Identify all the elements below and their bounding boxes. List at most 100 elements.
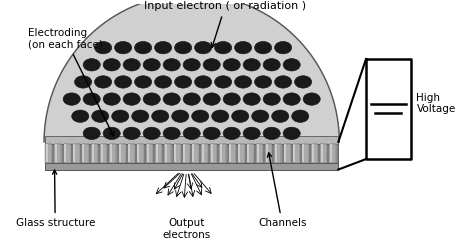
- FancyBboxPatch shape: [73, 145, 75, 162]
- FancyBboxPatch shape: [146, 144, 153, 163]
- FancyBboxPatch shape: [183, 144, 190, 163]
- Ellipse shape: [194, 76, 212, 88]
- Ellipse shape: [135, 42, 152, 54]
- FancyBboxPatch shape: [183, 144, 185, 162]
- Ellipse shape: [274, 76, 292, 88]
- Ellipse shape: [194, 42, 212, 54]
- Ellipse shape: [203, 59, 220, 71]
- FancyBboxPatch shape: [211, 145, 213, 162]
- FancyBboxPatch shape: [128, 145, 130, 162]
- Ellipse shape: [235, 76, 252, 88]
- FancyBboxPatch shape: [110, 145, 112, 162]
- Ellipse shape: [243, 127, 260, 139]
- FancyBboxPatch shape: [201, 144, 208, 163]
- Ellipse shape: [255, 42, 272, 54]
- Ellipse shape: [163, 59, 180, 71]
- FancyBboxPatch shape: [156, 145, 158, 162]
- FancyBboxPatch shape: [137, 144, 144, 163]
- FancyBboxPatch shape: [55, 144, 57, 162]
- Ellipse shape: [72, 110, 89, 122]
- FancyBboxPatch shape: [284, 145, 286, 162]
- FancyBboxPatch shape: [165, 144, 167, 162]
- Ellipse shape: [303, 93, 320, 105]
- FancyBboxPatch shape: [201, 144, 204, 162]
- FancyBboxPatch shape: [311, 144, 318, 163]
- Text: Glass structure: Glass structure: [16, 170, 95, 228]
- FancyBboxPatch shape: [210, 144, 217, 163]
- FancyBboxPatch shape: [192, 144, 199, 163]
- Ellipse shape: [123, 59, 140, 71]
- FancyBboxPatch shape: [137, 144, 139, 162]
- FancyBboxPatch shape: [100, 144, 108, 163]
- FancyBboxPatch shape: [46, 144, 48, 162]
- Ellipse shape: [274, 42, 292, 54]
- FancyBboxPatch shape: [146, 144, 149, 162]
- Ellipse shape: [172, 110, 189, 122]
- Ellipse shape: [123, 93, 140, 105]
- Ellipse shape: [135, 76, 152, 88]
- Ellipse shape: [272, 110, 289, 122]
- Ellipse shape: [174, 42, 191, 54]
- FancyBboxPatch shape: [275, 145, 277, 162]
- Ellipse shape: [252, 110, 269, 122]
- FancyBboxPatch shape: [330, 145, 332, 162]
- Ellipse shape: [212, 110, 229, 122]
- Ellipse shape: [263, 127, 280, 139]
- Ellipse shape: [115, 76, 132, 88]
- FancyBboxPatch shape: [73, 144, 80, 163]
- FancyBboxPatch shape: [156, 144, 158, 162]
- FancyBboxPatch shape: [202, 145, 204, 162]
- FancyBboxPatch shape: [82, 144, 89, 163]
- FancyBboxPatch shape: [91, 144, 98, 163]
- FancyBboxPatch shape: [283, 144, 291, 163]
- FancyBboxPatch shape: [82, 144, 84, 162]
- FancyBboxPatch shape: [247, 144, 249, 162]
- Ellipse shape: [235, 42, 252, 54]
- FancyBboxPatch shape: [64, 144, 71, 163]
- Ellipse shape: [292, 110, 309, 122]
- FancyBboxPatch shape: [91, 144, 94, 162]
- FancyBboxPatch shape: [219, 144, 227, 163]
- FancyBboxPatch shape: [92, 145, 94, 162]
- Ellipse shape: [152, 110, 169, 122]
- Ellipse shape: [94, 42, 112, 54]
- Ellipse shape: [132, 110, 149, 122]
- FancyBboxPatch shape: [265, 144, 273, 163]
- FancyBboxPatch shape: [321, 144, 323, 162]
- FancyBboxPatch shape: [64, 144, 66, 162]
- FancyBboxPatch shape: [228, 144, 236, 163]
- FancyBboxPatch shape: [247, 144, 254, 163]
- FancyBboxPatch shape: [45, 136, 338, 144]
- FancyBboxPatch shape: [91, 144, 98, 163]
- Ellipse shape: [83, 127, 100, 139]
- FancyBboxPatch shape: [329, 144, 337, 163]
- FancyBboxPatch shape: [220, 144, 222, 162]
- FancyBboxPatch shape: [46, 144, 52, 163]
- FancyBboxPatch shape: [247, 144, 254, 163]
- Ellipse shape: [174, 76, 191, 88]
- FancyBboxPatch shape: [284, 144, 291, 163]
- Ellipse shape: [283, 127, 300, 139]
- FancyBboxPatch shape: [165, 145, 167, 162]
- FancyBboxPatch shape: [266, 145, 268, 162]
- FancyBboxPatch shape: [46, 145, 48, 162]
- Ellipse shape: [243, 93, 260, 105]
- Text: Channels: Channels: [258, 153, 306, 228]
- FancyBboxPatch shape: [229, 145, 231, 162]
- FancyBboxPatch shape: [101, 145, 103, 162]
- Ellipse shape: [283, 93, 300, 105]
- Ellipse shape: [123, 127, 140, 139]
- FancyBboxPatch shape: [46, 144, 52, 163]
- FancyBboxPatch shape: [238, 144, 245, 163]
- FancyBboxPatch shape: [64, 145, 66, 162]
- FancyBboxPatch shape: [55, 144, 61, 163]
- FancyBboxPatch shape: [64, 144, 71, 163]
- FancyBboxPatch shape: [183, 144, 190, 163]
- FancyBboxPatch shape: [238, 144, 240, 162]
- FancyBboxPatch shape: [302, 144, 304, 162]
- FancyBboxPatch shape: [256, 144, 263, 163]
- FancyBboxPatch shape: [265, 144, 272, 163]
- FancyBboxPatch shape: [256, 144, 259, 162]
- Ellipse shape: [83, 59, 100, 71]
- Ellipse shape: [112, 110, 129, 122]
